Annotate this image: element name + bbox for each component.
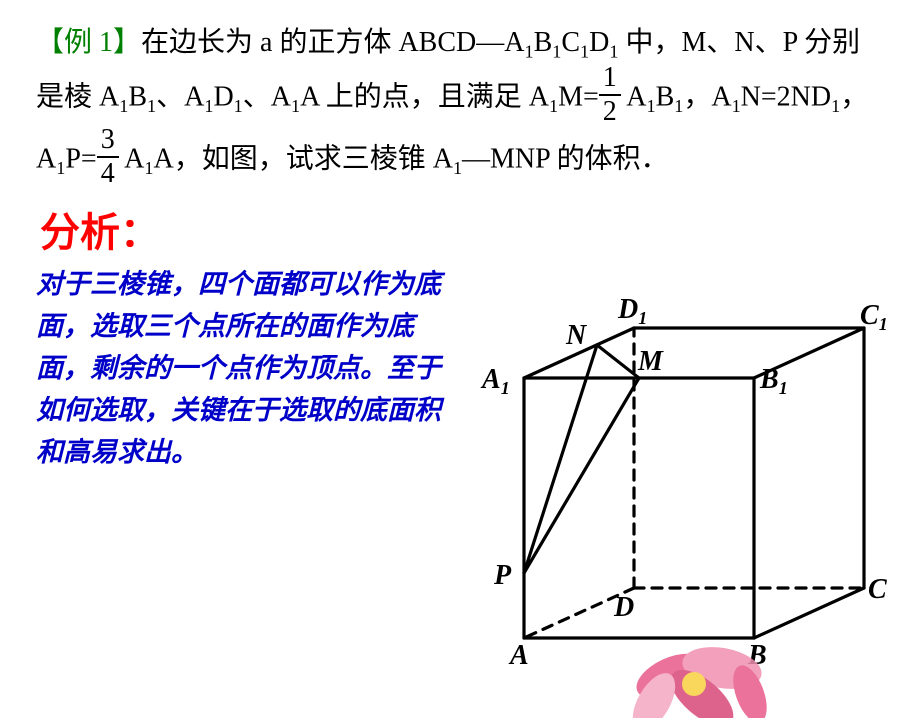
label-D: D — [613, 592, 634, 623]
label-N: N — [565, 320, 588, 351]
sub: 1 — [580, 42, 589, 62]
text: 在边长为 a 的正方体 ABCD—A — [141, 27, 524, 58]
sub: 1 — [147, 96, 156, 116]
sub: 1 — [234, 96, 243, 116]
text: B — [128, 82, 147, 113]
sub: 1 — [56, 158, 65, 178]
text: A — [621, 82, 647, 113]
text: D — [213, 82, 233, 113]
problem-statement: 【例 1】在边长为 a 的正方体 ABCD—A1B1C1D1 中，M、N、P 分… — [36, 18, 884, 192]
label-M: M — [637, 346, 664, 377]
sub: 1 — [674, 96, 683, 116]
sub: 1 — [453, 158, 462, 178]
text: 、A — [243, 82, 291, 113]
text: M= — [558, 82, 599, 113]
text: C — [561, 27, 580, 58]
sub: 1 — [524, 42, 533, 62]
sub: 1 — [119, 96, 128, 116]
sub: 1 — [732, 96, 741, 116]
analysis-text: 对于三棱锥，四个面都可以作为底面，选取三个点所在的面作为底面，剩余的一个点作为顶… — [36, 264, 466, 473]
text: A，如图，试求三棱锥 A — [153, 144, 452, 175]
text: 、A — [156, 82, 204, 113]
example-label: 【例 1】 — [36, 27, 141, 58]
label-P: P — [493, 560, 512, 591]
sub: 1 — [831, 96, 840, 116]
label-B: B — [747, 640, 767, 668]
sub: 1 — [291, 96, 300, 116]
text: B — [534, 27, 553, 58]
label-A: A — [508, 640, 529, 668]
fraction-three-quarter: 34 — [97, 126, 119, 188]
text: N=2ND — [741, 82, 831, 113]
sub: 1 — [549, 96, 558, 116]
cube-diagram: A B C D A1 B1 C1 D1 M N P — [464, 248, 894, 668]
text: ，A — [683, 82, 731, 113]
label-C: C — [868, 574, 887, 605]
fraction-half: 12 — [599, 64, 621, 126]
text: —MNP 的体积． — [462, 144, 669, 175]
label-D1: D1 — [617, 294, 647, 328]
label-A1: A1 — [480, 364, 510, 398]
text: B — [656, 82, 675, 113]
label-B1: B1 — [759, 364, 788, 398]
text: A 上的点，且满足 A — [300, 82, 549, 113]
sub: 1 — [552, 42, 561, 62]
text: P= — [65, 144, 96, 175]
label-C1: C1 — [860, 300, 888, 334]
text: D — [589, 27, 609, 58]
sub: 1 — [646, 96, 655, 116]
text: A — [119, 144, 145, 175]
